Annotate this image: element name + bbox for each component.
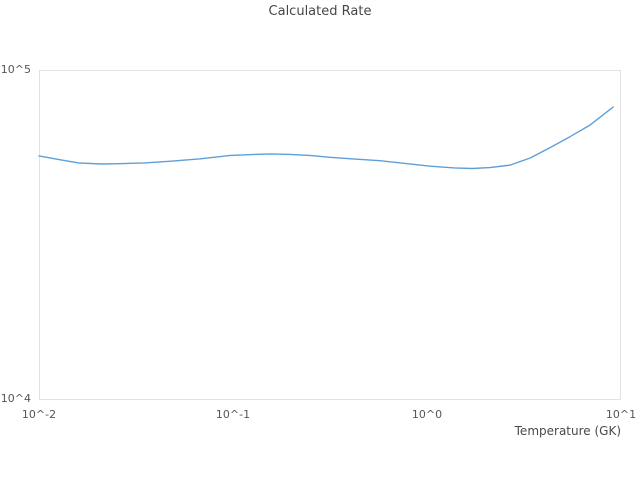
plot-area	[39, 70, 621, 400]
x-axis-title: Temperature (GK)	[514, 424, 621, 438]
y-tick-1e5: 10^5	[0, 63, 31, 76]
y-tick-1e4: 10^4	[0, 392, 31, 405]
x-tick-1e1: 10^1	[605, 408, 637, 421]
x-tick-1e-1: 10^-1	[215, 408, 251, 421]
x-tick-1e0: 10^0	[411, 408, 443, 421]
x-tick-1e-2: 10^-2	[21, 408, 57, 421]
chart-title: Calculated Rate	[268, 4, 372, 19]
